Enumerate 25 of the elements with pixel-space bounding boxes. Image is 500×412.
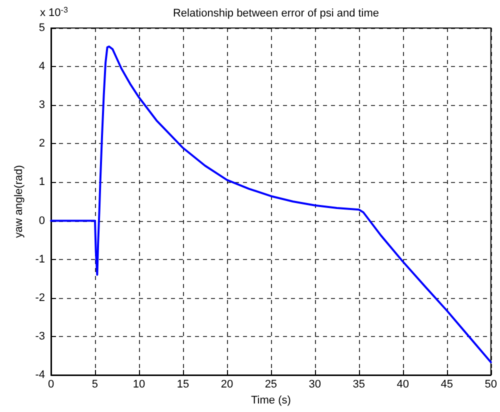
y-tick-label: 1 bbox=[38, 176, 45, 188]
x-tick-label: 35 bbox=[352, 378, 366, 390]
line-series bbox=[50, 46, 492, 364]
chart-title: Relationship between error of psi and time bbox=[172, 8, 380, 20]
y-tick-label: 0 bbox=[38, 214, 45, 227]
x-tick-label: 40 bbox=[396, 378, 410, 390]
y-tick-label: 3 bbox=[38, 99, 45, 112]
y-tick-label: -4 bbox=[35, 369, 45, 381]
x-tick-label: 25 bbox=[264, 378, 278, 390]
y-tick-label: 5 bbox=[38, 22, 45, 34]
x-tick-label: 0 bbox=[48, 378, 54, 390]
y-tick-label: 4 bbox=[38, 60, 45, 73]
y-tick-label: -1 bbox=[35, 253, 45, 266]
x-tick-label: 45 bbox=[440, 378, 454, 390]
x-tick-label: 20 bbox=[220, 378, 234, 390]
x-axis-title: Time (s) bbox=[250, 394, 291, 406]
x-tick-label: 15 bbox=[176, 378, 190, 390]
y-tick-label: -3 bbox=[35, 330, 45, 342]
y-axis-title: yaw angle(rad) bbox=[12, 165, 25, 238]
x-tick-label: 50 bbox=[484, 378, 498, 390]
y-tick-label: 2 bbox=[38, 138, 45, 150]
x-tick-label: 30 bbox=[308, 378, 322, 390]
x-tick-label: 10 bbox=[132, 378, 146, 390]
x-tick-label: 5 bbox=[92, 378, 98, 390]
y-tick-label: -2 bbox=[35, 292, 45, 304]
